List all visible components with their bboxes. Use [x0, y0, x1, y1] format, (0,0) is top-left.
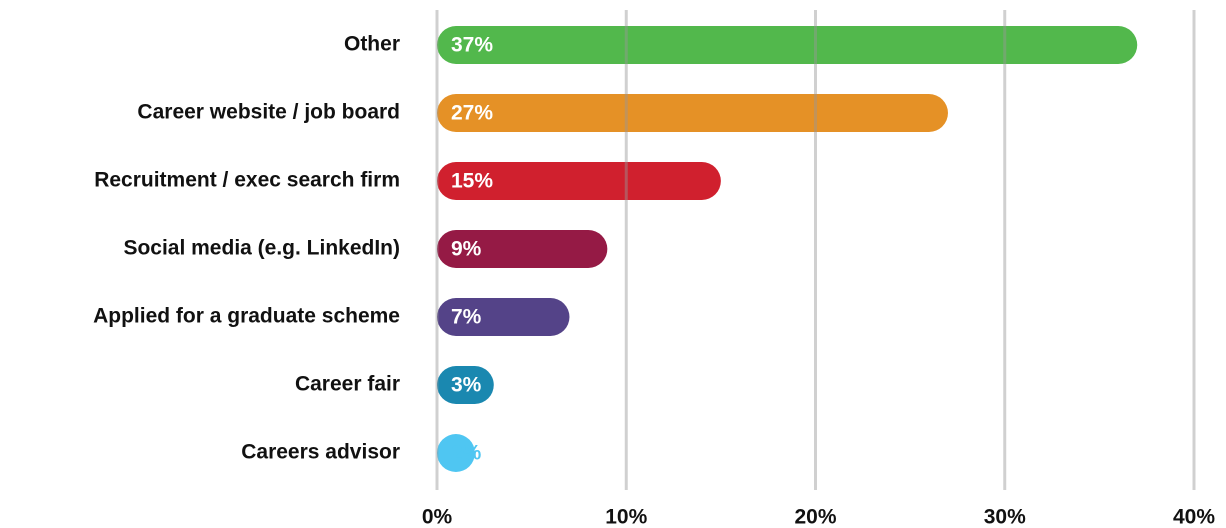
- y-tick-label: Career website / job board: [137, 101, 400, 124]
- bar: [437, 298, 570, 336]
- x-tick-label: 30%: [984, 506, 1026, 528]
- x-tick-label: 40%: [1173, 506, 1215, 528]
- y-tick-label: Careers advisor: [241, 441, 400, 464]
- value-label: 9%: [451, 238, 482, 261]
- bar: [437, 230, 608, 268]
- value-label: 2%: [451, 442, 482, 465]
- y-tick-label: Career fair: [295, 373, 400, 396]
- y-tick-label: Other: [344, 33, 400, 56]
- x-tick-label: 10%: [605, 506, 647, 528]
- y-tick-label: Social media (e.g. LinkedIn): [123, 237, 400, 260]
- bar: [437, 26, 1138, 64]
- value-label: 3%: [451, 374, 482, 397]
- value-label: 27%: [451, 102, 493, 125]
- value-label: 15%: [451, 170, 493, 193]
- value-label: 37%: [451, 34, 493, 57]
- bar: [437, 94, 948, 132]
- x-tick-label: 0%: [422, 506, 453, 528]
- value-label: 7%: [451, 306, 482, 329]
- y-tick-label: Applied for a graduate scheme: [93, 305, 400, 328]
- bar: [437, 434, 475, 472]
- x-tick-label: 20%: [794, 506, 836, 528]
- bar: [437, 366, 494, 404]
- bar: [437, 162, 721, 200]
- y-tick-label: Recruitment / exec search firm: [94, 169, 400, 192]
